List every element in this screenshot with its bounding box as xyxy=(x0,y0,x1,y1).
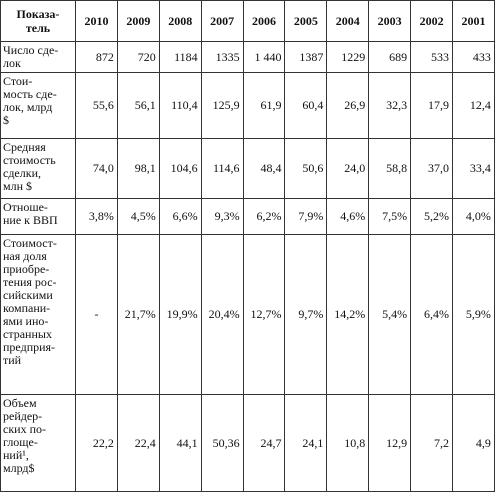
table-cell: 58,8 xyxy=(368,138,412,199)
table-cell: 21,7% xyxy=(116,234,160,395)
table-cell: 5,9% xyxy=(452,234,495,395)
row-label: Объем рейдер-ских по-глоще-ний¹, млрд$ xyxy=(0,394,76,492)
table-cell: 720 xyxy=(116,41,160,73)
table-cell: 20,4% xyxy=(200,234,244,395)
table-cell: 433 xyxy=(452,41,495,73)
table-cell: 24,0 xyxy=(326,138,370,199)
table-cell: - xyxy=(75,234,118,395)
year-header: 2005 xyxy=(284,0,328,42)
table-row: Стоимост-ная доля приобре-тения рос-сийск… xyxy=(0,234,495,395)
table-row: Средняя стоимость сделки, млн $74,0 98,1 104,… xyxy=(0,138,495,199)
table-cell: 12,4 xyxy=(452,72,495,139)
table-cell: 22,2 xyxy=(75,394,118,492)
table-cell: 19,9% xyxy=(158,234,202,395)
table-cell: 48,4 xyxy=(242,138,286,199)
table-cell: 4,6% xyxy=(326,198,370,235)
year-header: 2002 xyxy=(410,0,454,42)
table-cell: 114,6 xyxy=(200,138,244,199)
table-cell: 4,9 xyxy=(452,394,495,492)
table-cell: 24,1 xyxy=(284,394,328,492)
table-cell: 22,4 xyxy=(116,394,160,492)
table-cell: 3,8% xyxy=(75,198,118,235)
year-header: 2003 xyxy=(368,0,412,42)
table-cell: 7,2 xyxy=(410,394,454,492)
indicator-header: Показа-тель xyxy=(0,0,76,42)
table-cell: 44,1 xyxy=(158,394,202,492)
table-cell: 5,4% xyxy=(368,234,412,395)
table-body: Число сде-лок 872 720 1184 1335 1 440 1387 1229… xyxy=(0,41,495,492)
table-cell: 12,7% xyxy=(242,234,286,395)
row-label: Число сде-лок xyxy=(0,41,76,73)
row-label: Стои-мость сде-лок, млрд $ xyxy=(0,72,76,139)
year-header: 2004 xyxy=(326,0,370,42)
header-row: Показа-тель 2010 2009 2008 2007 2006 2005 2004… xyxy=(0,0,495,42)
table-cell: 125,9 xyxy=(200,72,244,139)
table-row: Отноше-ние к ВВП 3,8% 4,5% 6,6% 9,3% 6,2% 7,9%… xyxy=(0,198,495,235)
table-row: Объем рейдер-ских по-глоще-ний¹, млрд$ 22,2… xyxy=(0,394,495,492)
year-header: 2008 xyxy=(158,0,202,42)
table-cell: 5,2% xyxy=(410,198,454,235)
table-cell: 689 xyxy=(368,41,412,73)
row-label: Отноше-ние к ВВП xyxy=(0,198,76,235)
table-row: Число сде-лок 872 720 1184 1335 1 440 1387 1229… xyxy=(0,41,495,73)
table-cell: 110,4 xyxy=(158,72,202,139)
table-cell: 98,1 xyxy=(116,138,160,199)
table-cell: 533 xyxy=(410,41,454,73)
table-cell: 4,5% xyxy=(116,198,160,235)
year-header: 2006 xyxy=(242,0,286,42)
table-cell: 60,4 xyxy=(284,72,328,139)
table-cell: 9,3% xyxy=(200,198,244,235)
table-cell: 1 440 xyxy=(242,41,286,73)
table-row: Стои-мость сде-лок, млрд $55,6 56,1 110,4 12… xyxy=(0,72,495,139)
year-header: 2001 xyxy=(452,0,495,42)
table-cell: 74,0 xyxy=(75,138,118,199)
table-cell: 1229 xyxy=(326,41,370,73)
table-cell: 6,6% xyxy=(158,198,202,235)
row-label: Стоимост-ная доля приобре-тения рос-сийск… xyxy=(0,234,76,395)
table-cell: 6,4% xyxy=(410,234,454,395)
table-cell: 1184 xyxy=(158,41,202,73)
table-cell: 33,4 xyxy=(452,138,495,199)
table-cell: 14,2% xyxy=(326,234,370,395)
table-cell: 26,9 xyxy=(326,72,370,139)
table-cell: 37,0 xyxy=(410,138,454,199)
table-cell: 32,3 xyxy=(368,72,412,139)
table-cell: 10,8 xyxy=(326,394,370,492)
table-cell: 61,9 xyxy=(242,72,286,139)
table-cell: 55,6 xyxy=(75,72,118,139)
table-cell: 6,2% xyxy=(242,198,286,235)
table-cell: 7,9% xyxy=(284,198,328,235)
table-cell: 872 xyxy=(75,41,118,73)
table-cell: 9,7% xyxy=(284,234,328,395)
table-cell: 104,6 xyxy=(158,138,202,199)
table-cell: 1335 xyxy=(200,41,244,73)
table-cell: 50,36 xyxy=(200,394,244,492)
table-cell: 1387 xyxy=(284,41,328,73)
table-cell: 50,6 xyxy=(284,138,328,199)
year-header: 2010 xyxy=(75,0,118,42)
row-label: Средняя стоимость сделки, млн $ xyxy=(0,138,76,199)
table-cell: 17,9 xyxy=(410,72,454,139)
table-cell: 7,5% xyxy=(368,198,412,235)
table-cell: 12,9 xyxy=(368,394,412,492)
year-header: 2009 xyxy=(116,0,160,42)
table-cell: 24,7 xyxy=(242,394,286,492)
table-cell: 4,0% xyxy=(452,198,495,235)
year-header: 2007 xyxy=(200,0,244,42)
table-cell: 56,1 xyxy=(116,72,160,139)
